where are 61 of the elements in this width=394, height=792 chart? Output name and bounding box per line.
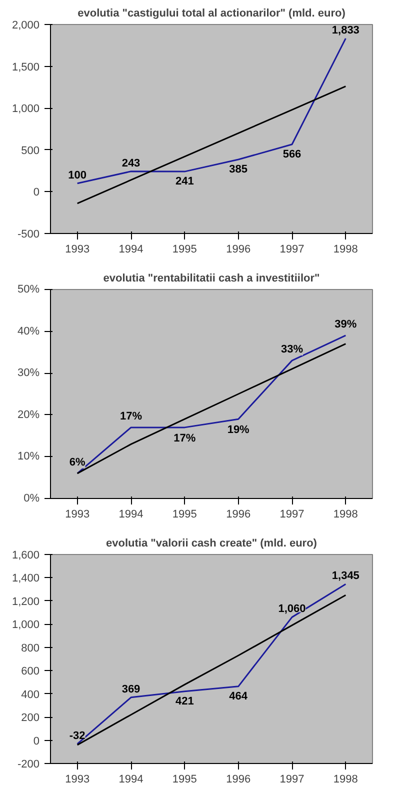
x-tick-label: 1996 [226, 774, 251, 786]
x-tick-label: 1993 [65, 244, 90, 256]
y-tick-label: 30% [17, 367, 40, 380]
y-tick-label: 20% [17, 408, 40, 421]
data-label: -32 [69, 730, 86, 742]
data-label: 1,833 [332, 24, 360, 36]
data-label: 566 [282, 148, 302, 160]
data-label: 369 [122, 683, 140, 696]
data-label: 243 [122, 157, 140, 170]
x-tick-label: 1996 [226, 508, 251, 520]
x-tick-label: 1995 [172, 508, 197, 520]
y-tick-label: 1,200 [12, 596, 40, 608]
chart-title: evolutia "valorii cash create" (mld. euro) [106, 538, 318, 550]
y-tick-label: 40% [17, 325, 40, 338]
x-tick-label: 1996 [226, 244, 251, 256]
x-tick-label: 1993 [65, 774, 90, 786]
data-label: 1,345 [332, 570, 360, 582]
y-tick-label: 0 [33, 186, 40, 199]
y-tick-label: 1,000 [12, 103, 40, 116]
y-tick-label: 1,600 [12, 550, 40, 562]
x-tick-label: 1994 [118, 244, 144, 256]
data-label: 464 [229, 690, 248, 702]
data-label: 421 [175, 695, 194, 708]
y-tick-label: -500 [17, 228, 40, 240]
y-tick-label: 200 [21, 712, 40, 724]
x-tick-label: 1993 [65, 508, 90, 520]
y-tick-label: 1,500 [12, 61, 40, 74]
y-tick-label: 2,000 [12, 20, 40, 32]
y-tick-label: 800 [21, 642, 40, 654]
data-label: 33% [280, 344, 304, 356]
x-tick-label: 1998 [333, 244, 358, 256]
y-tick-label: 1,400 [12, 572, 40, 585]
chart-title: evolutia "castigului total al actionarilor" (mld. euro) [78, 8, 346, 20]
data-label: 6% [69, 456, 86, 468]
y-tick-label: 50% [17, 284, 40, 296]
y-tick-label: 600 [21, 666, 40, 678]
data-label: 241 [175, 176, 194, 188]
x-tick-label: 1995 [172, 774, 197, 786]
data-label: 39% [334, 318, 357, 330]
y-tick-label: 0% [24, 492, 40, 504]
x-tick-label: 1995 [172, 244, 197, 256]
x-tick-label: 1994 [118, 774, 144, 786]
y-tick-label: 1,000 [12, 619, 40, 632]
data-label: 19% [227, 424, 250, 436]
x-tick-label: 1997 [280, 244, 304, 256]
data-label: 17% [120, 410, 142, 422]
x-tick-label: 1998 [333, 508, 358, 520]
data-label: 385 [229, 164, 248, 176]
y-tick-label: 10% [17, 450, 40, 463]
x-tick-label: 1997 [280, 774, 304, 786]
x-tick-label: 1998 [333, 774, 358, 786]
y-tick-label: 0 [33, 735, 40, 748]
y-tick-label: 400 [21, 688, 40, 701]
y-tick-label: 500 [21, 144, 40, 157]
data-label: 1,060 [278, 603, 306, 616]
x-tick-label: 1997 [280, 508, 304, 520]
chart-title: evolutia "rentabilitatii cash a investitiilor" [103, 272, 320, 284]
y-tick-label: -200 [17, 758, 40, 770]
x-tick-label: 1994 [118, 508, 144, 520]
data-label: 17% [174, 432, 196, 444]
data-label: 100 [68, 169, 87, 182]
